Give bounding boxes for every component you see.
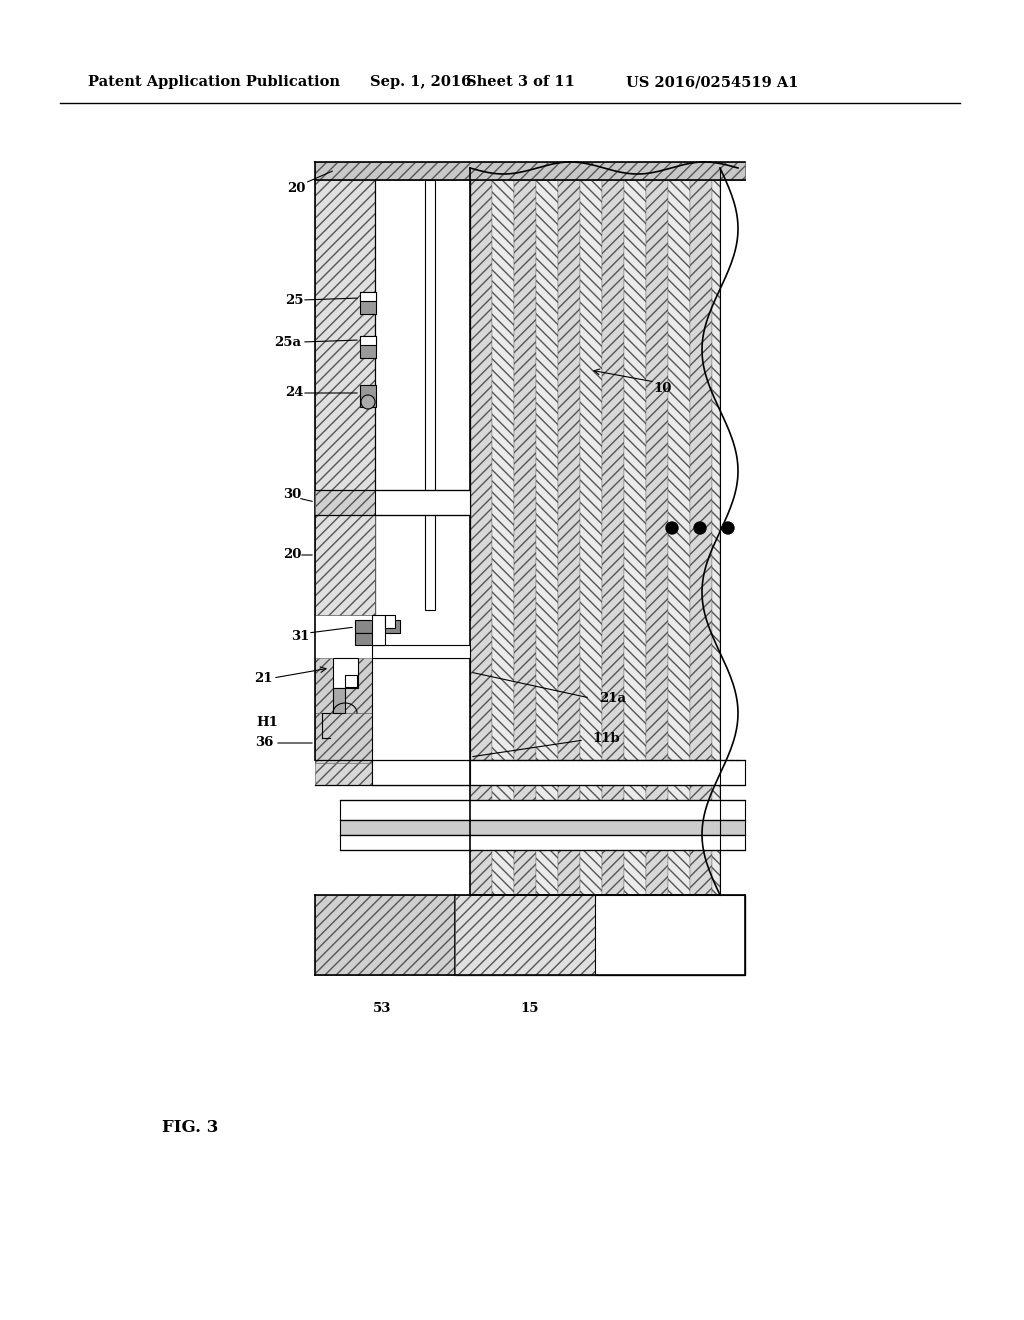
Bar — [360, 385, 376, 407]
Bar — [492, 168, 514, 895]
Bar — [712, 168, 720, 895]
Bar — [333, 688, 345, 713]
Text: 25a: 25a — [274, 335, 301, 348]
Bar — [455, 895, 745, 975]
Text: Sep. 1, 2016: Sep. 1, 2016 — [370, 75, 471, 88]
Text: 11b: 11b — [592, 731, 620, 744]
Bar — [602, 168, 624, 895]
Bar — [372, 615, 385, 645]
Bar — [345, 675, 357, 686]
Bar — [624, 168, 646, 895]
Text: 20: 20 — [283, 549, 301, 561]
Text: 36: 36 — [255, 737, 273, 750]
Text: 25: 25 — [285, 293, 303, 306]
Circle shape — [694, 521, 706, 535]
Bar — [372, 645, 470, 657]
Text: US 2016/0254519 A1: US 2016/0254519 A1 — [626, 75, 799, 88]
Bar — [690, 168, 712, 895]
Text: Sheet 3 of 11: Sheet 3 of 11 — [466, 75, 574, 88]
Bar — [580, 168, 602, 895]
Bar — [360, 292, 376, 314]
Bar — [425, 180, 435, 610]
Text: 21: 21 — [254, 672, 272, 685]
Text: 10: 10 — [653, 381, 672, 395]
Bar — [315, 162, 745, 180]
Bar — [355, 634, 383, 645]
Bar — [595, 895, 745, 975]
Text: FIG. 3: FIG. 3 — [162, 1119, 218, 1137]
Text: 21a: 21a — [599, 692, 627, 705]
Bar — [375, 180, 470, 620]
Bar — [360, 292, 376, 301]
Bar — [668, 168, 690, 895]
Bar — [536, 168, 558, 895]
Bar — [470, 168, 720, 895]
Bar — [355, 620, 400, 634]
Bar — [340, 820, 745, 836]
Bar — [372, 657, 470, 785]
Bar — [360, 337, 376, 345]
Bar — [315, 713, 372, 763]
Text: 24: 24 — [285, 387, 303, 400]
Text: 30: 30 — [283, 488, 301, 502]
Bar — [315, 490, 375, 515]
Bar — [360, 337, 376, 358]
Circle shape — [722, 521, 734, 535]
Bar — [646, 168, 668, 895]
Bar — [315, 657, 372, 713]
Bar — [333, 657, 358, 688]
Bar — [315, 760, 745, 785]
Circle shape — [666, 521, 678, 535]
Text: H1: H1 — [256, 715, 278, 729]
Bar — [470, 168, 492, 895]
Text: 20: 20 — [287, 181, 305, 194]
Text: Patent Application Publication: Patent Application Publication — [88, 75, 340, 88]
Bar — [340, 836, 745, 850]
Bar — [340, 800, 745, 820]
Bar — [315, 168, 375, 548]
Text: 15: 15 — [521, 1002, 540, 1015]
Bar — [455, 895, 595, 975]
Bar — [558, 168, 580, 895]
Bar — [315, 895, 455, 975]
Bar — [385, 615, 395, 628]
Circle shape — [361, 395, 375, 409]
Bar — [514, 168, 536, 895]
Text: 31: 31 — [291, 631, 309, 644]
Text: 53: 53 — [373, 1002, 391, 1015]
Bar — [315, 515, 375, 615]
Bar — [372, 760, 745, 785]
Bar — [375, 490, 470, 515]
